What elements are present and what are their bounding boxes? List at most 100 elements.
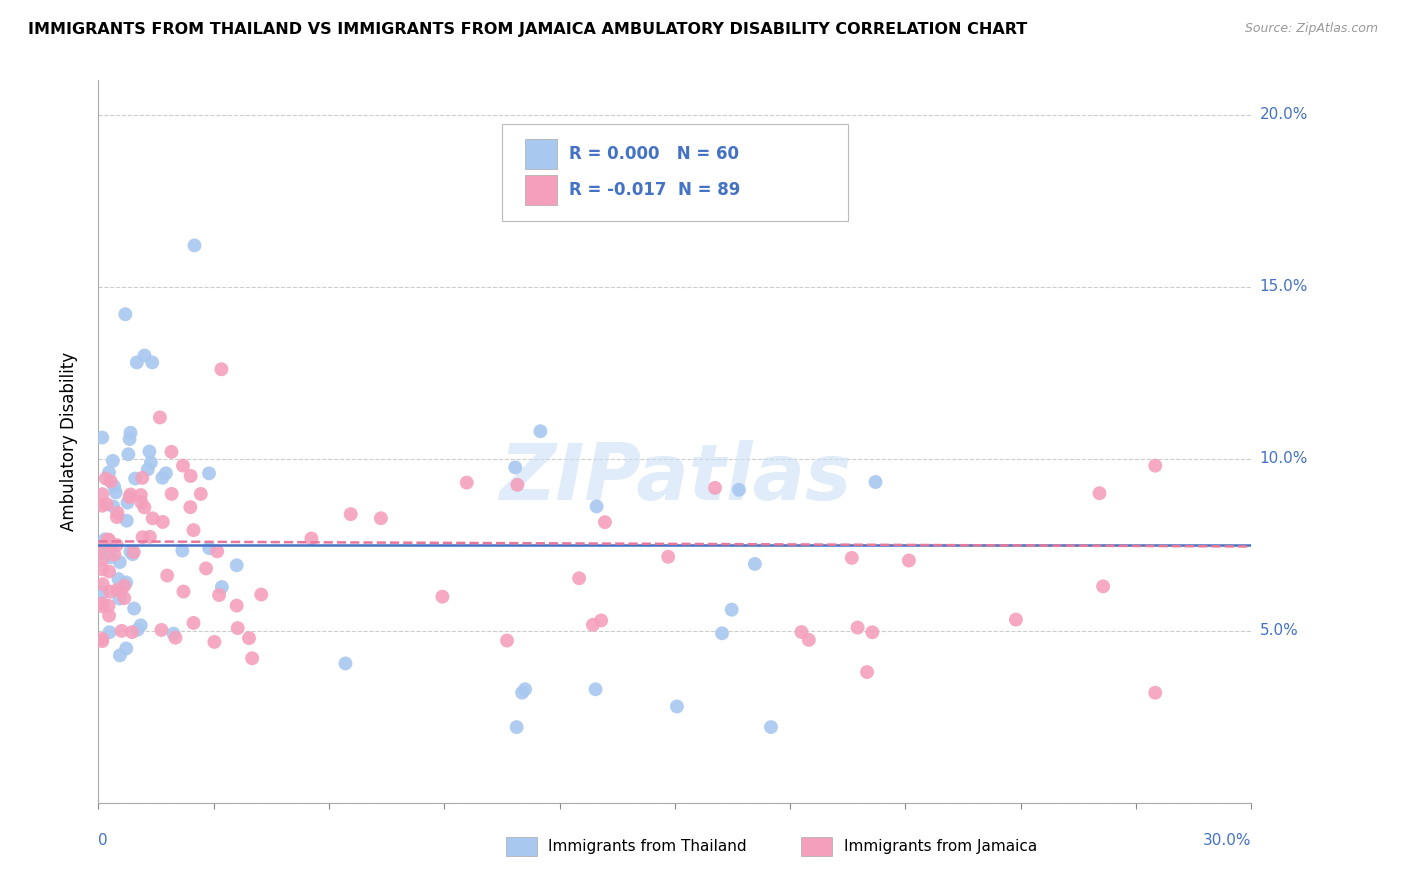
Point xyxy=(115,641,138,656)
Point xyxy=(142,511,165,525)
Text: R = -0.017  N = 89: R = -0.017 N = 89 xyxy=(569,181,740,199)
Point xyxy=(108,591,131,606)
Point xyxy=(744,557,766,571)
Point xyxy=(172,458,194,473)
Point xyxy=(91,599,114,614)
Point xyxy=(238,631,260,645)
FancyBboxPatch shape xyxy=(502,124,848,221)
Point xyxy=(225,558,247,573)
Point xyxy=(299,532,322,546)
Point xyxy=(94,471,117,485)
Point xyxy=(91,499,114,513)
Point xyxy=(114,307,136,321)
Point xyxy=(98,466,121,480)
Point xyxy=(91,586,114,600)
Point xyxy=(173,584,195,599)
Point xyxy=(797,632,820,647)
Point xyxy=(250,588,273,602)
Point xyxy=(165,631,187,645)
Point xyxy=(111,624,134,638)
Point xyxy=(94,533,117,547)
Point xyxy=(96,497,118,511)
Point xyxy=(127,623,149,637)
Point xyxy=(91,597,114,611)
Point xyxy=(225,599,247,613)
Point xyxy=(98,625,121,640)
Point xyxy=(720,602,742,616)
Text: 10.0%: 10.0% xyxy=(1260,451,1308,467)
Point xyxy=(120,544,142,558)
Point xyxy=(665,699,688,714)
Point xyxy=(112,579,135,593)
Point xyxy=(568,571,591,585)
Point xyxy=(97,533,120,547)
Text: IMMIGRANTS FROM THAILAND VS IMMIGRANTS FROM JAMAICA AMBULATORY DISABILITY CORREL: IMMIGRANTS FROM THAILAND VS IMMIGRANTS F… xyxy=(28,22,1028,37)
Point xyxy=(121,547,143,561)
Point xyxy=(152,515,174,529)
Point xyxy=(122,545,145,559)
Point xyxy=(195,561,218,575)
Point xyxy=(112,591,135,606)
Point xyxy=(160,445,183,459)
Point xyxy=(335,657,357,671)
Point xyxy=(108,648,131,663)
Point xyxy=(162,626,184,640)
Text: 0: 0 xyxy=(98,833,108,848)
Text: Immigrants from Jamaica: Immigrants from Jamaica xyxy=(844,839,1036,854)
Point xyxy=(205,544,228,558)
Point xyxy=(101,454,124,468)
Point xyxy=(91,634,114,648)
Point xyxy=(129,495,152,509)
Point xyxy=(582,617,605,632)
Point xyxy=(139,530,162,544)
Point xyxy=(115,514,138,528)
Point xyxy=(510,686,533,700)
Point xyxy=(1144,686,1167,700)
Point xyxy=(591,614,613,628)
Point xyxy=(141,355,163,369)
Point xyxy=(98,608,121,623)
Point xyxy=(91,577,114,591)
Point xyxy=(155,467,177,481)
Point xyxy=(339,507,361,521)
Point xyxy=(190,487,212,501)
Text: 30.0%: 30.0% xyxy=(1204,833,1251,848)
Point xyxy=(103,479,125,493)
Text: 20.0%: 20.0% xyxy=(1260,107,1308,122)
Point xyxy=(156,568,179,582)
Point xyxy=(150,623,173,637)
Text: 15.0%: 15.0% xyxy=(1260,279,1308,294)
Point xyxy=(198,541,221,556)
Point xyxy=(122,601,145,615)
Point xyxy=(183,615,205,630)
Point xyxy=(172,543,194,558)
Point xyxy=(728,483,751,497)
Point xyxy=(856,665,879,679)
Point xyxy=(1144,458,1167,473)
Point xyxy=(790,625,813,640)
Point xyxy=(134,349,156,363)
Point xyxy=(91,562,114,576)
Point xyxy=(160,487,183,501)
Point xyxy=(124,471,146,485)
Point xyxy=(107,506,129,520)
Point xyxy=(704,481,727,495)
Point xyxy=(125,355,148,369)
Point xyxy=(110,584,132,599)
Point xyxy=(91,487,114,501)
Text: Immigrants from Thailand: Immigrants from Thailand xyxy=(548,839,747,854)
Point xyxy=(711,626,734,640)
Point xyxy=(91,552,114,566)
Point xyxy=(149,410,172,425)
Point xyxy=(117,495,139,509)
Point xyxy=(202,635,225,649)
Point xyxy=(179,500,201,515)
Point xyxy=(432,590,454,604)
Y-axis label: Ambulatory Disability: Ambulatory Disability xyxy=(59,352,77,531)
Point xyxy=(98,565,121,579)
Point xyxy=(585,682,607,697)
Point xyxy=(103,500,125,514)
Point xyxy=(118,432,141,446)
Point xyxy=(226,621,249,635)
Text: ZIPatlas: ZIPatlas xyxy=(499,440,851,516)
